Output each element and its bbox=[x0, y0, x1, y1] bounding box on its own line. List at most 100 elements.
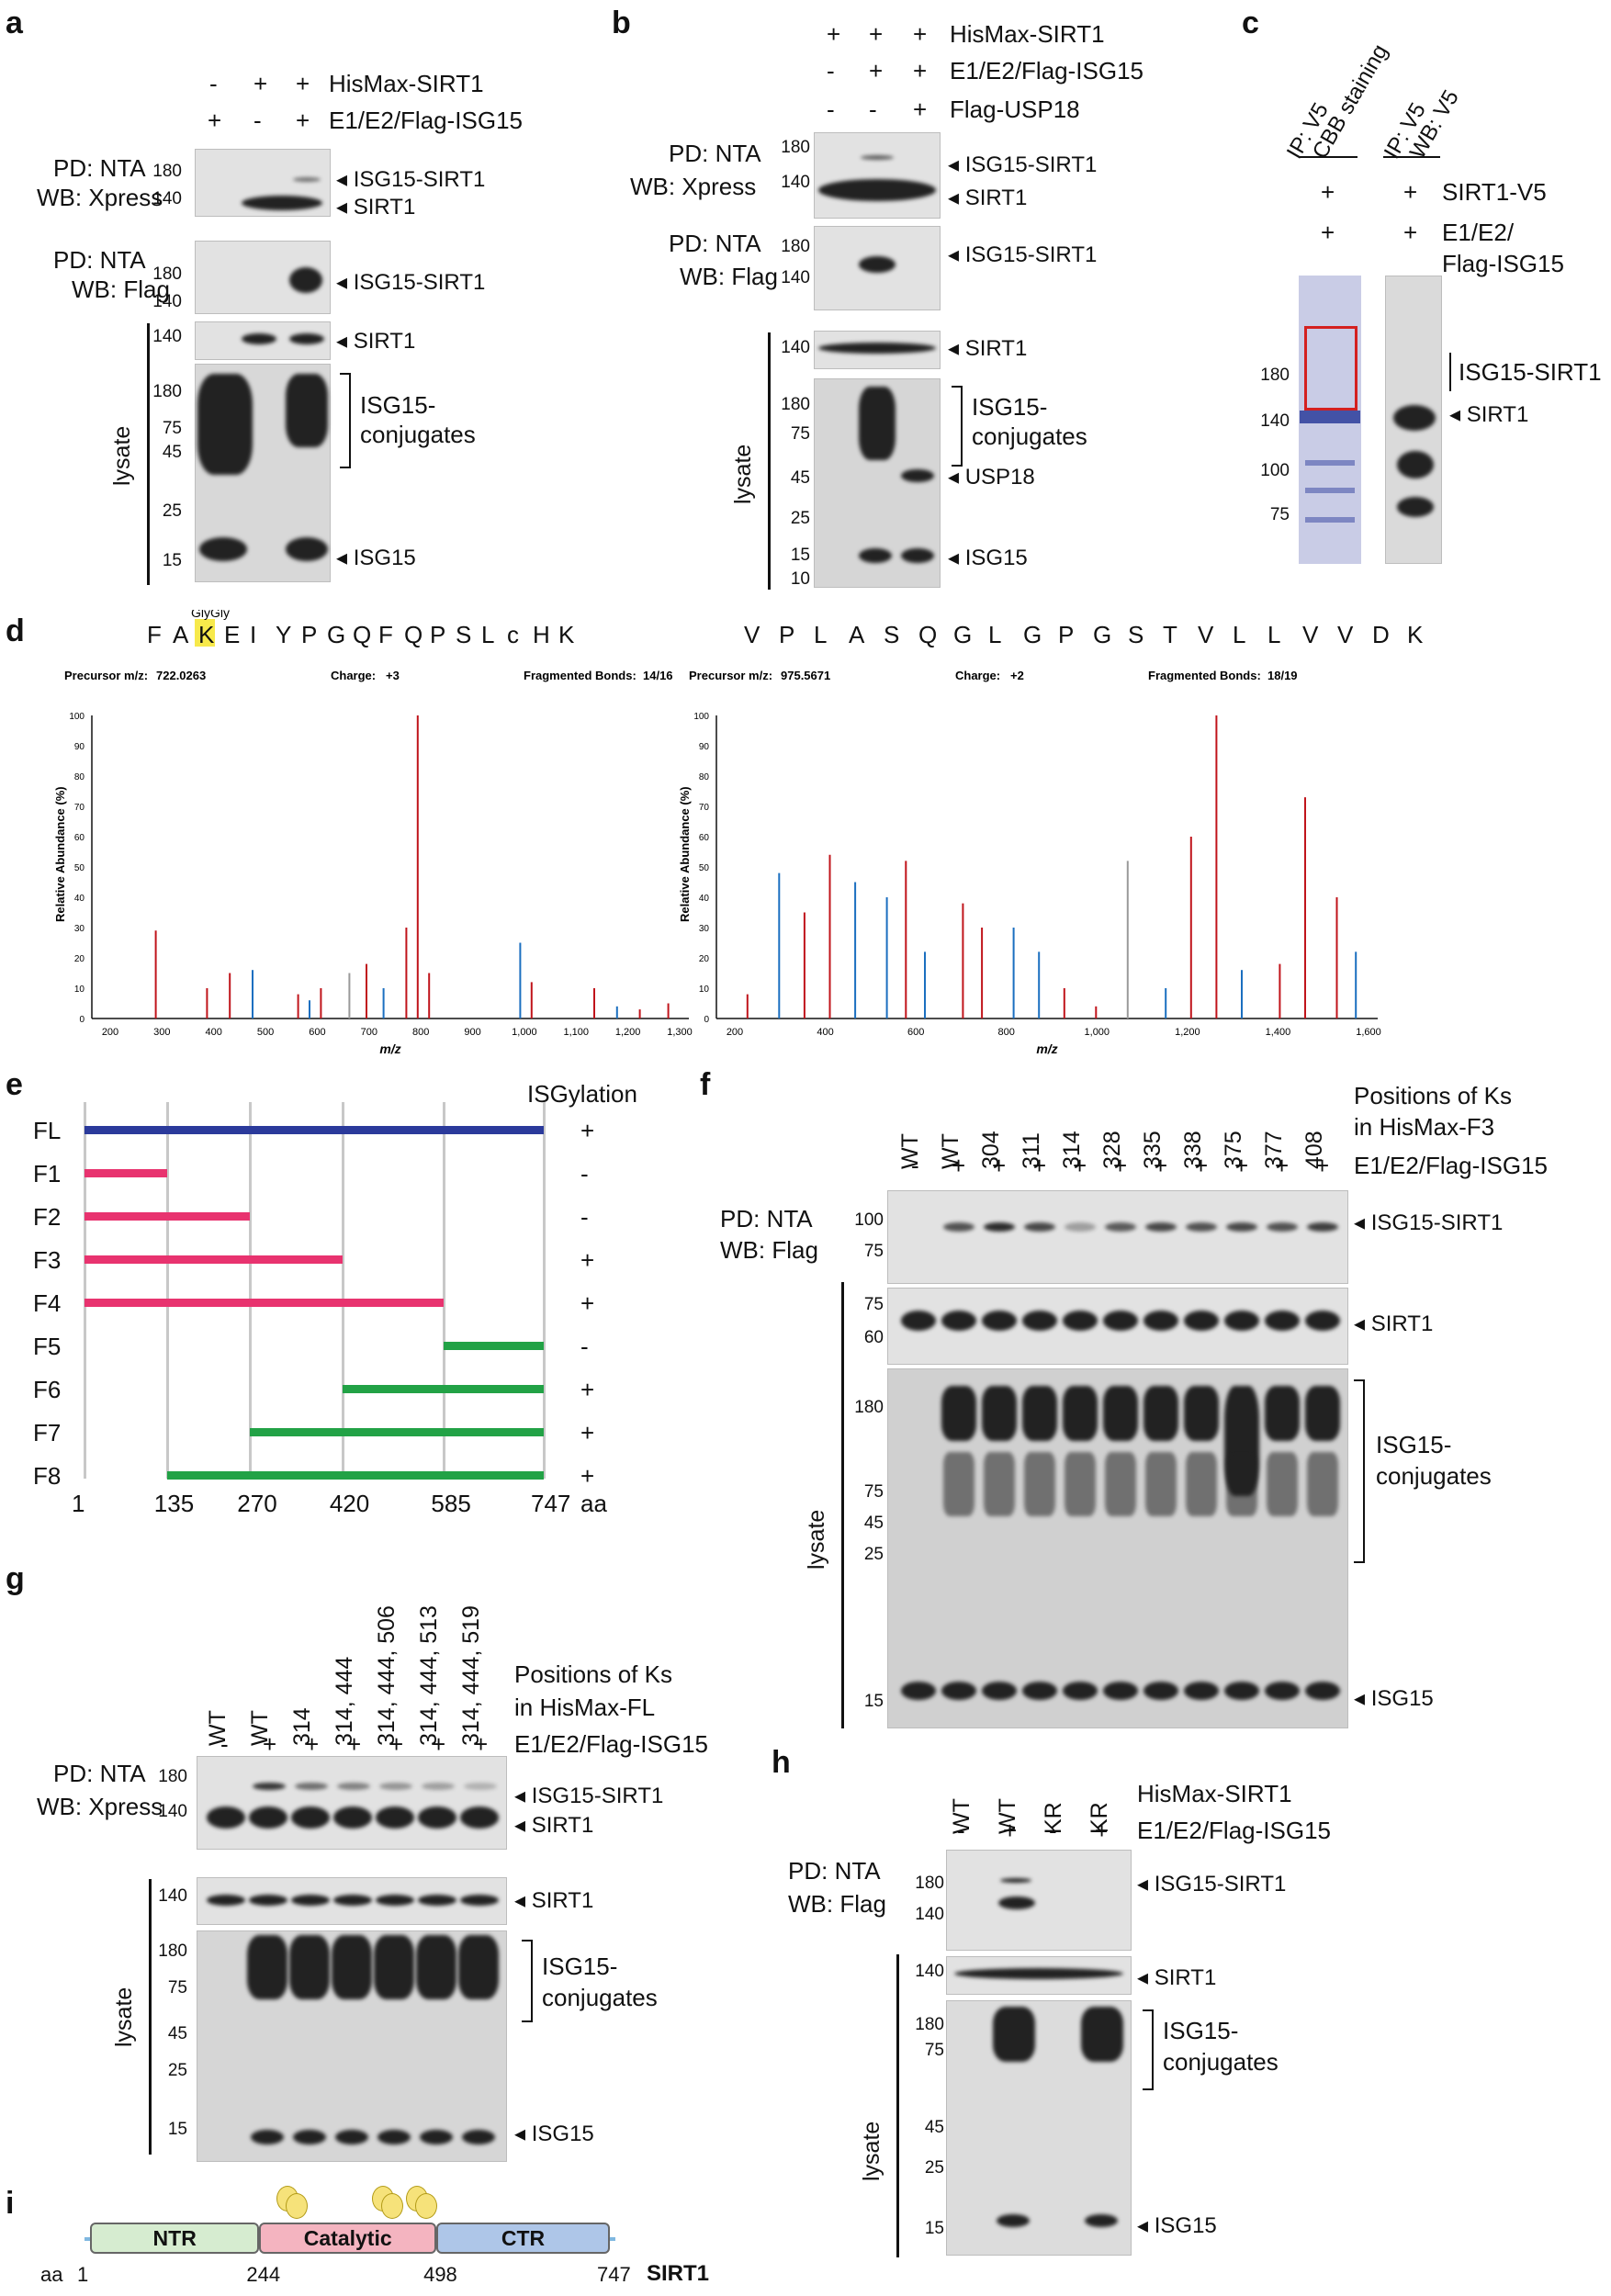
c-wb-blot bbox=[1385, 276, 1442, 564]
b-mw: 140 bbox=[781, 268, 810, 287]
a-blot-label: WB: Flag bbox=[72, 276, 170, 303]
h-mw: 180 bbox=[915, 2015, 944, 2034]
d-mod-highlight bbox=[195, 619, 215, 647]
d-info: Fragmented Bonds: bbox=[1148, 669, 1261, 682]
c-sign: + bbox=[1321, 219, 1335, 246]
a-conj-label: conjugates bbox=[360, 421, 476, 448]
g-band bbox=[295, 1783, 328, 1790]
f-blot-label: WB: Flag bbox=[720, 1236, 818, 1264]
e-fragment-bar bbox=[342, 1385, 544, 1393]
d-seq-left: P bbox=[430, 621, 445, 648]
c-mw: 180 bbox=[1260, 366, 1290, 385]
b-mw: 180 bbox=[781, 395, 810, 414]
h-blot-label: WB: Flag bbox=[788, 1890, 886, 1918]
g-band bbox=[207, 1806, 245, 1829]
f-band bbox=[1307, 1452, 1338, 1516]
d-seq-left: F bbox=[378, 621, 393, 648]
a-row-label: HisMax-SIRT1 bbox=[329, 70, 484, 97]
g-band bbox=[462, 2130, 495, 2144]
g-mw: 140 bbox=[158, 1886, 187, 1906]
g-pos-label: Positions of Ks bbox=[514, 1660, 672, 1688]
a-mw: 140 bbox=[152, 292, 182, 311]
a-band bbox=[286, 374, 328, 447]
d-xtick: 1,000 bbox=[512, 1027, 537, 1038]
d-seq-right: L bbox=[1233, 621, 1245, 648]
panel-letter-d: d bbox=[6, 613, 25, 648]
g-band bbox=[420, 2130, 453, 2144]
f-band bbox=[1184, 1386, 1219, 1441]
e-fragment-bar bbox=[250, 1428, 544, 1436]
e-row-name: F2 bbox=[33, 1203, 62, 1231]
g-band bbox=[458, 1935, 499, 1999]
d-xtick: 500 bbox=[257, 1027, 274, 1038]
a-sign: - bbox=[253, 107, 262, 134]
g-band bbox=[416, 1935, 456, 1999]
g-sign: - bbox=[220, 1730, 229, 1758]
g-band bbox=[332, 1935, 372, 1999]
f-sign: + bbox=[1113, 1152, 1128, 1179]
c-band bbox=[1397, 497, 1434, 517]
g-band bbox=[376, 1895, 414, 1906]
a-band bbox=[289, 267, 322, 293]
g-mw: 180 bbox=[158, 1941, 187, 1961]
c-mw: 75 bbox=[1269, 505, 1290, 524]
d-seq-right: G bbox=[1023, 621, 1042, 648]
g-arrow: ◂ ISG15-SIRT1 bbox=[514, 1784, 664, 1808]
panel-letter-i: i bbox=[6, 2186, 15, 2221]
b-mw: 10 bbox=[790, 569, 810, 589]
b-mw: 140 bbox=[781, 173, 810, 192]
a-blot-label: WB: Xpress bbox=[37, 184, 163, 211]
d-seq-right: T bbox=[1163, 621, 1177, 648]
c-divider bbox=[1383, 156, 1440, 158]
d-seq-right: V bbox=[1337, 621, 1354, 648]
g-band bbox=[335, 2130, 368, 2144]
f-band bbox=[984, 1452, 1015, 1516]
f-band bbox=[1103, 1311, 1138, 1331]
f-mw: 75 bbox=[863, 1295, 884, 1314]
h-conj-label: conjugates bbox=[1163, 2048, 1279, 2076]
d-ylabel: Relative Abundance (%) bbox=[53, 786, 67, 922]
d-seq-right: P bbox=[1058, 621, 1074, 648]
d-ytick: 100 bbox=[69, 712, 84, 722]
g-band bbox=[464, 1783, 497, 1790]
d-seq-right: V bbox=[1302, 621, 1319, 648]
d-xtick: 1,400 bbox=[1266, 1027, 1291, 1038]
f-band bbox=[982, 1311, 1017, 1331]
e-result: + bbox=[580, 1117, 595, 1144]
g-sign: + bbox=[305, 1730, 320, 1758]
g-sign: + bbox=[347, 1730, 362, 1758]
g-band bbox=[291, 1806, 330, 1829]
e-result: + bbox=[580, 1419, 595, 1446]
b-lysate-line bbox=[768, 332, 771, 590]
f-band bbox=[1224, 1682, 1259, 1700]
e-fragment-map: FL + F1 - F2 - F3 + F4 + F5 - F6 + F7 + F8 +1 135 270 420 585… bbox=[0, 1102, 698, 1525]
d-seq-right: P bbox=[779, 621, 794, 648]
f-band bbox=[1143, 1682, 1178, 1700]
b-arrow: ◂ ISG15-SIRT1 bbox=[948, 152, 1098, 177]
a-band bbox=[197, 374, 253, 475]
d-seq-right: L bbox=[988, 621, 1001, 648]
e-grid-line bbox=[84, 1102, 86, 1479]
d-ytick: 60 bbox=[74, 833, 85, 843]
f-band bbox=[1024, 1452, 1055, 1516]
h-blot-conj bbox=[946, 2000, 1132, 2256]
f-sign: + bbox=[1194, 1152, 1209, 1179]
d-info: 975.5671 bbox=[781, 669, 830, 682]
g-band bbox=[460, 1806, 499, 1829]
d-seq-left: Y bbox=[276, 621, 291, 648]
e-fragment-bar bbox=[84, 1169, 167, 1177]
f-band bbox=[1105, 1222, 1136, 1232]
d-seq-right: L bbox=[1267, 621, 1280, 648]
f-blot-conj bbox=[887, 1368, 1348, 1728]
b-arrow: ◂ USP18 bbox=[948, 465, 1035, 490]
g-bracket bbox=[522, 1940, 533, 2022]
f-band bbox=[1307, 1222, 1338, 1232]
h-mw: 15 bbox=[924, 2219, 944, 2238]
f-mw: 180 bbox=[854, 1398, 884, 1417]
g-blot-sirt1 bbox=[197, 1877, 507, 1925]
b-sign: + bbox=[913, 57, 928, 84]
b-blot-label: PD: NTA bbox=[669, 140, 761, 167]
d-seq-left: H bbox=[533, 621, 550, 648]
d-info: Charge: bbox=[955, 669, 1000, 682]
